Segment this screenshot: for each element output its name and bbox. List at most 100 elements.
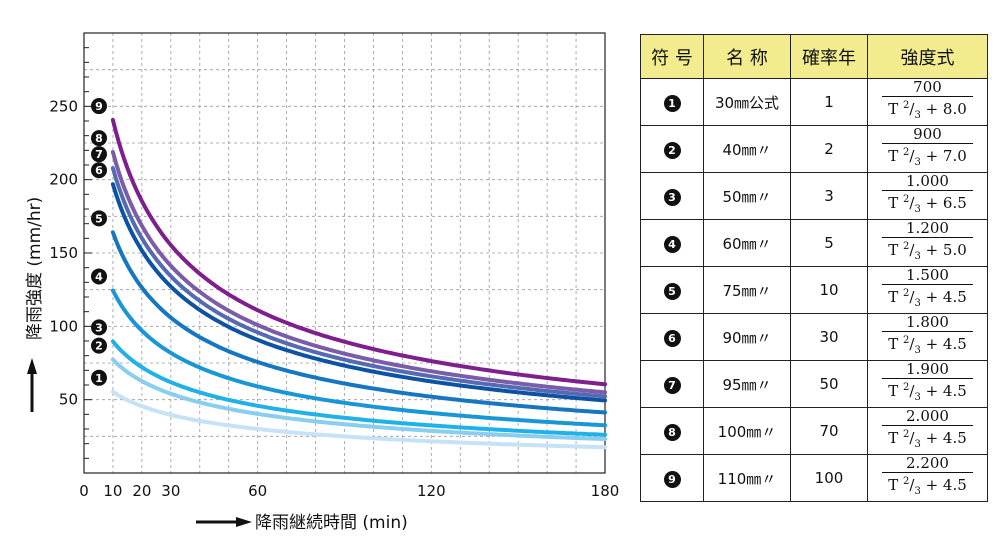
table-row: 9 110㎜〃 100 2.200 T 2/3 + 4.5: [640, 454, 988, 502]
formula-cell: 2.200 T 2/3 + 4.5: [867, 454, 988, 502]
probability-cell: 50: [790, 360, 868, 408]
x-tick-label: 10: [103, 482, 122, 500]
formula-table: 符 号 名 称 確率年 強度式 1 30㎜公式 1 700 T 2/3 + 8.0 2 40…: [640, 34, 988, 502]
name-cell: 50㎜〃: [703, 172, 791, 220]
marker-label: 7: [95, 148, 103, 161]
x-axis-arrow: [196, 517, 252, 527]
series-marker-1: 1: [91, 369, 107, 386]
x-tick-label: 180: [591, 482, 620, 500]
symbol-badge: 4: [663, 235, 681, 253]
formula-fraction: 1.500 T 2/3 + 4.5: [882, 267, 973, 313]
series-marker-2: 2: [91, 337, 107, 354]
symbol-cell: 6: [640, 313, 704, 361]
probability-cell: 5: [790, 219, 868, 267]
series-curves: [110, 118, 607, 450]
probability-cell: 70: [790, 407, 868, 455]
series-curve-3: [110, 339, 607, 437]
symbol-badge: 9: [663, 470, 681, 488]
series-markers: 1 2 3 4 5 6 7 8 9: [91, 98, 107, 386]
formula-numerator: 1.200: [882, 220, 973, 238]
series-marker-4: 4: [91, 268, 107, 285]
marker-label: 2: [95, 340, 103, 353]
series-marker-9: 9: [91, 98, 107, 115]
table-header-row: 符 号 名 称 確率年 強度式: [640, 34, 988, 79]
name-cell: 30㎜公式: [703, 78, 791, 126]
series-marker-6: 6: [91, 162, 107, 179]
table-row: 5 75㎜〃 10 1.500 T 2/3 + 4.5: [640, 266, 988, 314]
name-cell: 100㎜〃: [703, 407, 791, 455]
x-tick-label: 20: [132, 482, 151, 500]
marker-label: 6: [95, 164, 103, 177]
marker-label: 5: [95, 212, 103, 225]
marker-label: 1: [95, 372, 103, 385]
series-curve-1: [110, 389, 607, 450]
probability-cell: 30: [790, 313, 868, 361]
formula-fraction: 900 T 2/3 + 7.0: [882, 126, 973, 172]
y-axis-arrow: [27, 358, 37, 412]
table-row: 2 40㎜〃 2 900 T 2/3 + 7.0: [640, 125, 988, 173]
marker-label: 9: [95, 100, 103, 113]
formula-denominator: T 2/3 + 6.5: [888, 194, 967, 215]
symbol-cell: 9: [640, 454, 704, 502]
symbol-cell: 4: [640, 219, 704, 267]
symbol-cell: 1: [640, 78, 704, 126]
symbol-cell: 3: [640, 172, 704, 220]
table-row: 8 100㎜〃 70 2.000 T 2/3 + 4.5: [640, 407, 988, 455]
formula-denominator: T 2/3 + 4.5: [888, 288, 967, 309]
formula-denominator: T 2/3 + 4.5: [888, 476, 967, 497]
formula-cell: 1.000 T 2/3 + 6.5: [867, 172, 988, 220]
formula-numerator: 1.500: [882, 267, 973, 285]
formula-numerator: 2.200: [882, 455, 973, 473]
formula-cell: 1.800 T 2/3 + 4.5: [867, 313, 988, 361]
symbol-cell: 5: [640, 266, 704, 314]
marker-label: 8: [95, 132, 103, 145]
formula-numerator: 1.000: [882, 173, 973, 191]
header-formula: 強度式: [867, 34, 988, 79]
formula-cell: 2.000 T 2/3 + 4.5: [867, 407, 988, 455]
marker-label: 4: [95, 270, 103, 283]
series-marker-7: 7: [91, 146, 107, 163]
x-tick-label: 60: [248, 482, 267, 500]
marker-label: 3: [95, 321, 103, 334]
formula-cell: 700 T 2/3 + 8.0: [867, 78, 988, 126]
formula-fraction: 2.000 T 2/3 + 4.5: [882, 408, 973, 454]
series-curve-4: [110, 288, 607, 428]
formula-fraction: 1.800 T 2/3 + 4.5: [882, 314, 973, 360]
formula-numerator: 900: [882, 126, 973, 144]
formula-numerator: 1.900: [882, 361, 973, 379]
x-tick-label: 0: [79, 482, 89, 500]
x-tick-labels: 0 10 20 30 60 120 180: [79, 482, 619, 500]
formula-denominator: T 2/3 + 8.0: [888, 100, 967, 121]
formula-numerator: 2.000: [882, 408, 973, 426]
x-tick-label: 120: [417, 482, 446, 500]
formula-denominator: T 2/3 + 4.5: [888, 429, 967, 450]
y-tick-label: 150: [49, 244, 78, 262]
header-probability: 確率年: [790, 34, 868, 79]
formula-fraction: 2.200 T 2/3 + 4.5: [882, 455, 973, 501]
probability-cell: 100: [790, 454, 868, 502]
table-body: 1 30㎜公式 1 700 T 2/3 + 8.0 2 40㎜〃 2 900 T 2/3 + 7.…: [640, 78, 988, 502]
formula-fraction: 1.000 T 2/3 + 6.5: [882, 173, 973, 219]
series-marker-5: 5: [91, 210, 107, 227]
name-cell: 90㎜〃: [703, 313, 791, 361]
table-row: 6 90㎜〃 30 1.800 T 2/3 + 4.5: [640, 313, 988, 361]
formula-cell: 1.900 T 2/3 + 4.5: [867, 360, 988, 408]
y-axis-title: 降雨強度 (mm/hr): [25, 197, 45, 340]
table-row: 7 95㎜〃 50 1.900 T 2/3 + 4.5: [640, 360, 988, 408]
symbol-badge: 8: [663, 423, 681, 441]
series-curve-5: [110, 230, 607, 415]
formula-cell: 900 T 2/3 + 7.0: [867, 125, 988, 173]
series-marker-3: 3: [91, 319, 107, 336]
formula-fraction: 700 T 2/3 + 8.0: [882, 79, 973, 125]
idf-chart: 1 2 3 4 5 6 7 8 9 0 10 20 30 60 120 180 50 100 150 200 250…: [25, 32, 619, 533]
name-cell: 40㎜〃: [703, 125, 791, 173]
table-row: 3 50㎜〃 3 1.000 T 2/3 + 6.5: [640, 172, 988, 220]
formula-cell: 1.500 T 2/3 + 4.5: [867, 266, 988, 314]
y-minor-ticks: [84, 47, 92, 459]
symbol-badge: 2: [663, 141, 681, 159]
series-curve-2: [110, 357, 607, 441]
y-tick-label: 50: [59, 391, 78, 409]
probability-cell: 3: [790, 172, 868, 220]
name-cell: 75㎜〃: [703, 266, 791, 314]
series-curve-6: [110, 182, 607, 403]
